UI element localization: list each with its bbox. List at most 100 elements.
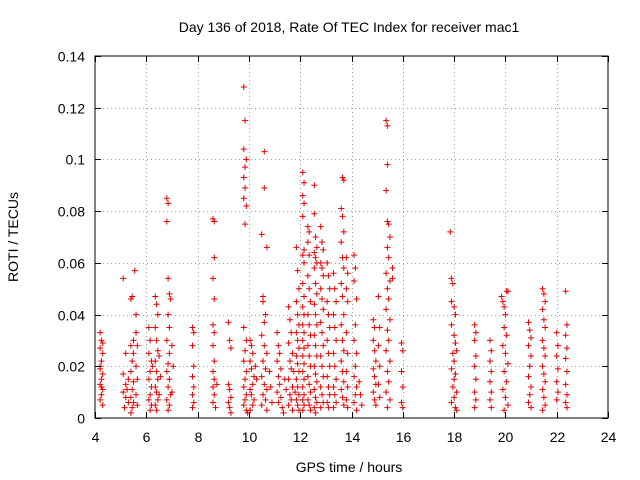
data-point	[330, 270, 337, 277]
data-point	[306, 402, 313, 409]
data-point	[152, 324, 159, 331]
data-point	[542, 298, 549, 305]
data-point	[333, 376, 340, 383]
data-point	[376, 363, 383, 370]
data-point	[338, 280, 345, 287]
data-point	[267, 383, 274, 390]
data-point	[325, 272, 332, 279]
data-point	[338, 358, 345, 365]
data-point	[248, 342, 255, 349]
data-point	[452, 404, 459, 411]
data-point	[145, 350, 152, 357]
data-point	[306, 228, 313, 235]
data-point	[525, 373, 532, 380]
data-point	[307, 298, 314, 305]
data-point	[260, 293, 267, 300]
data-point	[317, 404, 324, 411]
data-point	[275, 399, 282, 406]
data-point	[276, 350, 283, 357]
data-point	[339, 213, 346, 220]
data-point	[352, 363, 359, 370]
data-point	[343, 329, 350, 336]
data-point	[339, 337, 346, 344]
data-point	[386, 234, 393, 240]
data-point	[539, 306, 546, 313]
data-point	[384, 327, 391, 334]
data-point	[98, 383, 105, 390]
data-point	[553, 378, 560, 385]
data-point	[344, 350, 351, 357]
data-point	[98, 337, 105, 344]
data-point	[333, 399, 340, 406]
data-point	[503, 378, 510, 385]
data-point	[539, 337, 546, 344]
data-point	[501, 368, 508, 375]
data-point	[133, 329, 140, 336]
data-point	[99, 402, 106, 409]
data-point	[247, 358, 254, 365]
data-point	[209, 321, 216, 328]
data-point	[274, 329, 281, 336]
data-point	[301, 360, 308, 367]
data-point	[311, 404, 318, 411]
data-point	[499, 342, 506, 349]
data-point	[501, 407, 508, 414]
y-axis-title: ROTI / TECUs	[5, 192, 21, 282]
data-point	[553, 396, 560, 403]
data-point	[294, 311, 301, 318]
x-tick-label: 4	[92, 429, 100, 445]
data-point	[99, 386, 106, 393]
data-point	[99, 350, 106, 357]
data-point	[99, 371, 106, 378]
data-point	[258, 332, 265, 339]
data-point	[343, 368, 350, 375]
data-point	[399, 347, 406, 354]
data-point	[376, 324, 383, 331]
data-point	[384, 368, 391, 375]
data-point	[165, 407, 172, 414]
data-point	[165, 383, 172, 390]
data-point	[324, 298, 331, 305]
data-point	[488, 347, 495, 354]
data-point	[384, 161, 391, 168]
data-point	[312, 371, 319, 378]
data-point	[163, 195, 170, 202]
data-point	[249, 381, 256, 388]
data-point	[453, 389, 460, 396]
data-point	[471, 321, 478, 328]
data-point	[562, 399, 569, 406]
data-point	[331, 363, 338, 370]
data-point	[280, 409, 287, 416]
data-point	[333, 298, 340, 305]
data-point	[339, 394, 346, 401]
data-point	[260, 358, 267, 365]
data-point	[343, 396, 350, 403]
data-point	[152, 402, 159, 409]
data-point	[145, 396, 152, 403]
data-point	[299, 213, 306, 220]
data-point	[487, 337, 494, 344]
data-point	[449, 383, 456, 390]
data-point	[542, 352, 549, 359]
data-point	[209, 215, 216, 222]
data-point	[448, 365, 455, 372]
data-point	[340, 311, 347, 318]
data-point	[225, 399, 232, 406]
data-point	[326, 324, 333, 331]
data-point	[320, 342, 327, 349]
data-point	[211, 376, 218, 383]
data-point	[312, 311, 319, 318]
data-point	[299, 368, 306, 375]
data-point	[295, 345, 302, 352]
data-point	[340, 228, 347, 235]
data-point	[563, 404, 570, 411]
x-tick-label: 16	[396, 429, 412, 445]
data-point	[153, 368, 160, 375]
data-point	[279, 404, 286, 411]
data-point	[301, 179, 308, 186]
data-point	[340, 347, 347, 354]
data-points	[97, 84, 570, 416]
data-point	[166, 350, 173, 357]
data-point	[289, 407, 296, 414]
